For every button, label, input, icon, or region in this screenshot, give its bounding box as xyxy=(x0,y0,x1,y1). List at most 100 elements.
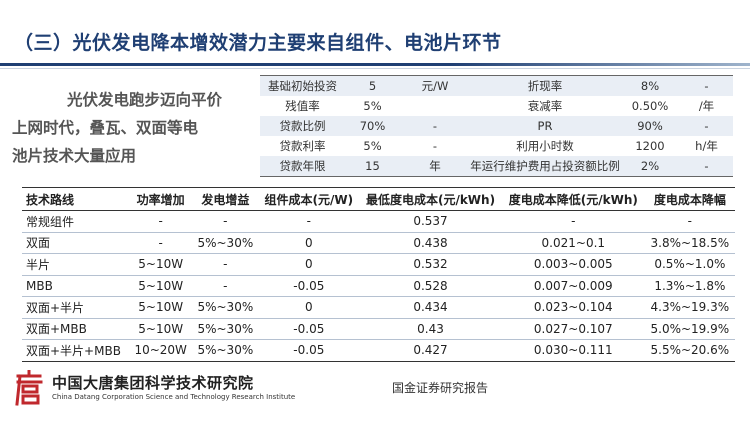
table-cell: 0 xyxy=(258,232,360,254)
params-cell: 残值率 xyxy=(260,96,345,116)
table-cell: 0 xyxy=(258,296,360,319)
table-cell: - xyxy=(501,210,645,233)
table-row: 半片 5~10W - 0 0.532 0.003~0.005 0.5%~1.0% xyxy=(22,253,735,276)
table-cell: - xyxy=(644,210,735,233)
params-cell: 利用小时数 xyxy=(470,136,620,156)
lead-line-3: 池片技术大量应用 xyxy=(12,147,137,165)
table-cell: - xyxy=(129,232,193,254)
table-row: MBB 5~10W - -0.05 0.528 0.007~0.009 1.3%… xyxy=(22,275,735,297)
params-cell: - xyxy=(400,136,470,156)
table-cell: 双面+MBB xyxy=(22,318,130,340)
table-cell: 5~10W xyxy=(129,275,193,297)
column-header: 最低度电成本(元/kWh) xyxy=(359,187,502,211)
params-cell: /年 xyxy=(680,96,733,116)
table-cell: 0.027~0.107 xyxy=(501,318,645,340)
table-cell: 1.3%~1.8% xyxy=(644,275,735,297)
table-cell: 0.532 xyxy=(359,253,502,276)
table-cell: 3.8%~18.5% xyxy=(644,232,735,254)
org-name-en: China Datang Corporation Science and Tec… xyxy=(52,393,296,401)
table-cell: 5.5%~20.6% xyxy=(644,339,735,362)
tech-table: 技术路线 功率增加 发电增益 组件成本(元/W) 最低度电成本(元/kWh) 度… xyxy=(22,187,735,362)
lead-text: 光伏发电跑步迈向平价 上网时代，叠瓦、双面等电 池片技术大量应用 xyxy=(12,86,257,170)
table-cell: 0.434 xyxy=(359,296,502,319)
params-cell: 1200 xyxy=(620,136,680,156)
table-cell: 5%~30% xyxy=(192,339,259,362)
column-header: 发电增益 xyxy=(192,187,259,211)
table-cell: 0.528 xyxy=(359,275,502,297)
params-cell: 衰减率 xyxy=(470,96,620,116)
page-title: （三）光伏发电降本增效潜力主要来自组件、电池片环节 xyxy=(14,32,502,54)
params-cell: 8% xyxy=(620,75,680,96)
lead-line-1: 光伏发电跑步迈向平价 xyxy=(67,91,223,109)
params-cell: 贷款年限 xyxy=(260,156,345,177)
table-cell: 5~10W xyxy=(129,296,193,319)
org-name-cn: 中国大唐集团科学技术研究院 xyxy=(52,374,254,392)
params-cell: 年 xyxy=(400,156,470,177)
params-cell: 0.50% xyxy=(620,96,680,116)
params-cell: - xyxy=(400,116,470,136)
params-cell xyxy=(400,96,470,116)
table-cell: 5.0%~19.9% xyxy=(644,318,735,340)
table-cell: 0.030~0.111 xyxy=(501,339,645,362)
table-cell: 5~10W xyxy=(129,318,193,340)
table-cell: MBB xyxy=(22,275,130,297)
column-header: 度电成本降低(元/kWh) xyxy=(501,187,645,211)
params-cell: 5 xyxy=(345,75,400,96)
table-cell: 0.023~0.104 xyxy=(501,296,645,319)
table-cell: 0.5%~1.0% xyxy=(644,253,735,276)
table-cell: - xyxy=(192,253,259,276)
params-row: 贷款利率 5% - 利用小时数 1200 h/年 xyxy=(260,136,733,156)
table-cell: - xyxy=(192,210,259,233)
table-row: 双面+半片 5~10W 5%~30% 0 0.434 0.023~0.104 4… xyxy=(22,296,735,319)
params-cell: 70% xyxy=(345,116,400,136)
table-cell: 0.427 xyxy=(359,339,502,362)
column-header: 度电成本降幅 xyxy=(644,187,735,211)
table-cell: 0.021~0.1 xyxy=(501,232,645,254)
params-cell: 5% xyxy=(345,96,400,116)
params-cell: 15 xyxy=(345,156,400,177)
table-cell: 5%~30% xyxy=(192,296,259,319)
table-row: 常规组件 - - - 0.537 - - xyxy=(22,210,735,233)
table-row: 双面 - 5%~30% 0 0.438 0.021~0.1 3.8%~18.5% xyxy=(22,232,735,254)
table-cell: 双面 xyxy=(22,232,130,254)
table-cell: 双面+半片+MBB xyxy=(22,339,130,362)
params-cell: 贷款比例 xyxy=(260,116,345,136)
table-cell: -0.05 xyxy=(258,275,360,297)
table-cell: - xyxy=(192,275,259,297)
tech-header-row: 技术路线 功率增加 发电增益 组件成本(元/W) 最低度电成本(元/kWh) 度… xyxy=(22,187,735,211)
lead-line-2: 上网时代，叠瓦、双面等电 xyxy=(12,119,199,137)
table-cell: 半片 xyxy=(22,253,130,276)
params-cell: 贷款利率 xyxy=(260,136,345,156)
table-cell: 0.007~0.009 xyxy=(501,275,645,297)
table-cell: -0.05 xyxy=(258,318,360,340)
table-cell: 5%~30% xyxy=(192,318,259,340)
table-cell: 0 xyxy=(258,253,360,276)
table-cell: 0.438 xyxy=(359,232,502,254)
table-row: 双面+半片+MBB 10~20W 5%~30% -0.05 0.427 0.03… xyxy=(22,339,735,362)
title-divider-thin xyxy=(0,68,750,69)
table-cell: 0.003~0.005 xyxy=(501,253,645,276)
table-cell: 10~20W xyxy=(129,339,193,362)
params-cell: - xyxy=(680,116,733,136)
table-cell: -0.05 xyxy=(258,339,360,362)
title-divider xyxy=(0,63,750,66)
params-table: 基础初始投资 5 元/W 折现率 8% - 残值率 5% 衰减率 0.50% /… xyxy=(260,75,733,177)
params-cell: 元/W xyxy=(400,75,470,96)
params-cell: 折现率 xyxy=(470,75,620,96)
table-cell: 5%~30% xyxy=(192,232,259,254)
params-cell: 2% xyxy=(620,156,680,177)
params-row: 贷款比例 70% - PR 90% - xyxy=(260,116,733,136)
table-cell: 5~10W xyxy=(129,253,193,276)
params-cell: 基础初始投资 xyxy=(260,75,345,96)
params-cell: - xyxy=(680,75,733,96)
params-cell: 年运行维护费用占投资额比例 xyxy=(470,156,620,177)
source-note: 国金证券研究报告 xyxy=(392,381,489,395)
table-cell: 4.3%~19.3% xyxy=(644,296,735,319)
datang-logo-icon xyxy=(15,370,43,406)
params-cell: h/年 xyxy=(680,136,733,156)
params-cell: 90% xyxy=(620,116,680,136)
params-cell: 5% xyxy=(345,136,400,156)
table-cell: 0.537 xyxy=(359,210,502,233)
column-header: 技术路线 xyxy=(22,187,130,211)
params-row: 基础初始投资 5 元/W 折现率 8% - xyxy=(260,75,733,96)
